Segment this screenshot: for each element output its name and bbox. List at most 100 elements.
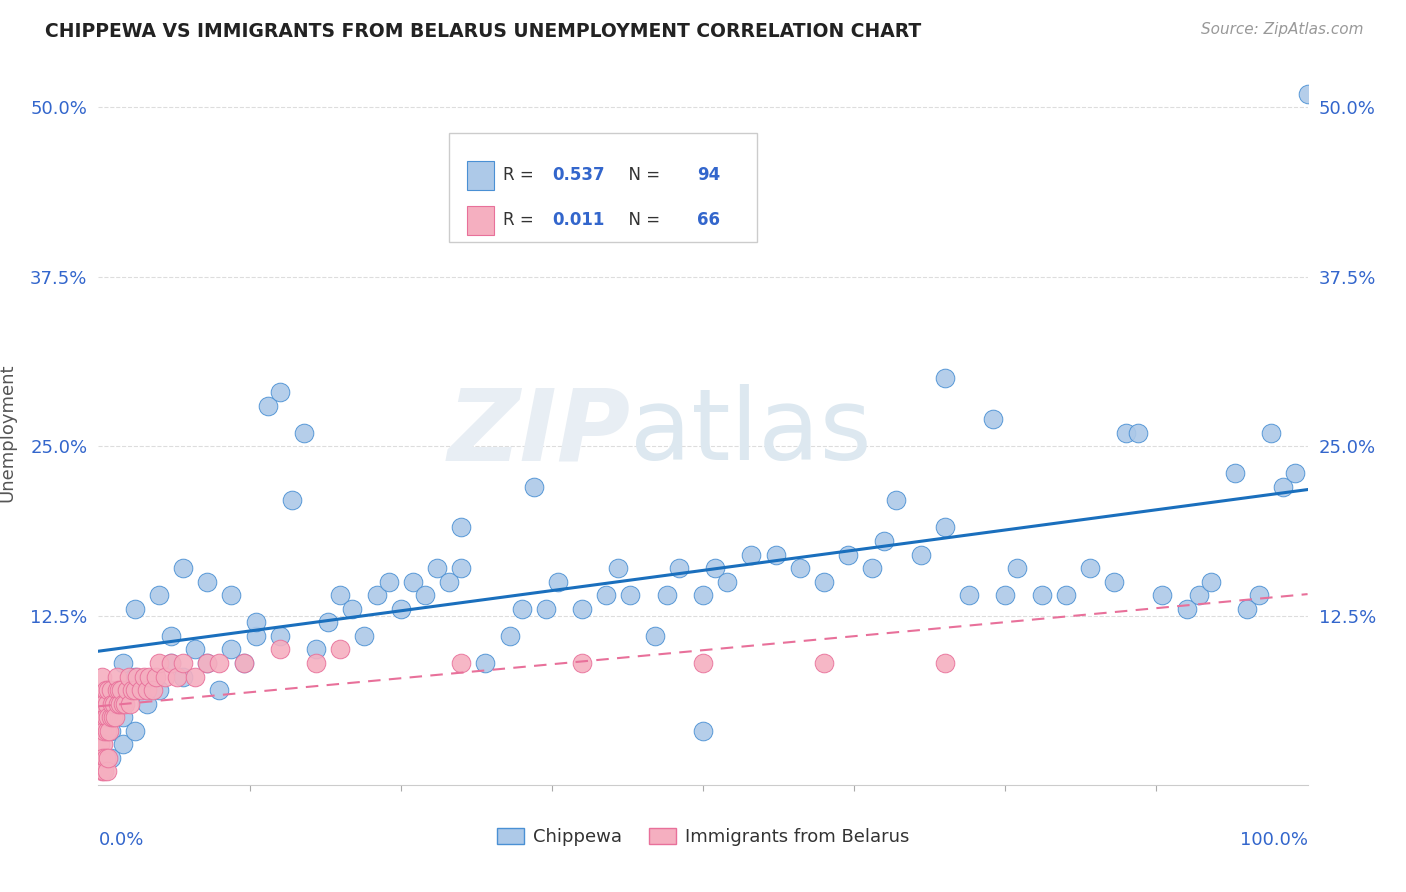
Point [97, 710, 120, 724]
Point [105, 683, 128, 698]
Point [100, 710, 122, 724]
Point [100, 723, 122, 738]
Point [571, 656, 593, 670]
Point [208, 656, 231, 670]
Point [316, 615, 339, 630]
Point [1115, 425, 1137, 440]
Point [145, 669, 167, 683]
Point [269, 629, 291, 643]
Point [111, 737, 134, 751]
Point [1272, 480, 1295, 494]
Point [704, 561, 727, 575]
Point [110, 683, 132, 698]
Point [644, 629, 666, 643]
Point [245, 629, 267, 643]
Point [450, 656, 472, 670]
Point [97, 683, 120, 698]
Point [342, 601, 364, 615]
Point [1152, 588, 1174, 602]
Point [148, 683, 170, 698]
Point [1031, 588, 1053, 602]
Legend: Chippewa, Immigrants from Belarus: Chippewa, Immigrants from Belarus [489, 821, 917, 854]
Point [118, 669, 141, 683]
Point [437, 574, 460, 589]
Point [129, 683, 152, 698]
Point [195, 574, 218, 589]
Point [101, 710, 124, 724]
Point [94, 683, 117, 698]
Point [1284, 467, 1306, 481]
Text: Source: ZipAtlas.com: Source: ZipAtlas.com [1201, 22, 1364, 37]
Point [91, 751, 114, 765]
Point [91, 723, 114, 738]
Point [114, 697, 136, 711]
Point [957, 588, 980, 602]
Point [172, 656, 194, 670]
Point [402, 574, 425, 589]
Point [166, 669, 188, 683]
Point [1007, 561, 1029, 575]
Point [813, 656, 835, 670]
Point [426, 561, 449, 575]
Point [160, 656, 183, 670]
Point [547, 574, 569, 589]
Point [135, 683, 157, 698]
Point [534, 601, 557, 615]
Point [789, 561, 811, 575]
Point [813, 574, 835, 589]
Point [108, 697, 131, 711]
Point [96, 723, 118, 738]
Point [124, 723, 146, 738]
Text: 100.0%: 100.0% [1240, 830, 1308, 849]
Point [172, 561, 194, 575]
Point [981, 412, 1004, 426]
Point [160, 656, 183, 670]
Point [91, 669, 114, 683]
Point [111, 656, 134, 670]
Point [148, 656, 170, 670]
Point [607, 561, 630, 575]
Point [93, 697, 115, 711]
Point [91, 764, 114, 779]
Point [377, 574, 399, 589]
Point [111, 697, 134, 711]
Y-axis label: Unemployment: Unemployment [0, 363, 15, 502]
Point [305, 656, 328, 670]
Point [366, 588, 388, 602]
Point [1260, 425, 1282, 440]
Point [232, 656, 254, 670]
Point [90, 751, 112, 765]
Point [100, 697, 122, 711]
Point [90, 710, 112, 724]
Point [886, 493, 908, 508]
Point [98, 723, 121, 738]
Point [1175, 601, 1198, 615]
Point [269, 642, 291, 657]
Point [765, 548, 787, 562]
Point [910, 548, 932, 562]
Point [100, 683, 122, 698]
Point [138, 669, 160, 683]
Point [994, 588, 1017, 602]
Point [571, 601, 593, 615]
Text: atlas: atlas [630, 384, 872, 481]
Point [221, 642, 243, 657]
Text: N =: N = [619, 211, 665, 229]
Point [127, 669, 149, 683]
Point [91, 697, 114, 711]
Point [107, 697, 129, 711]
Point [94, 710, 117, 724]
Point [523, 480, 546, 494]
Point [498, 629, 520, 643]
Point [124, 683, 146, 698]
Point [89, 737, 111, 751]
Point [97, 751, 120, 765]
Point [124, 601, 146, 615]
Point [105, 669, 128, 683]
Point [256, 399, 278, 413]
Point [837, 548, 859, 562]
Point [91, 710, 114, 724]
Point [232, 656, 254, 670]
Point [103, 697, 125, 711]
Point [934, 520, 956, 534]
